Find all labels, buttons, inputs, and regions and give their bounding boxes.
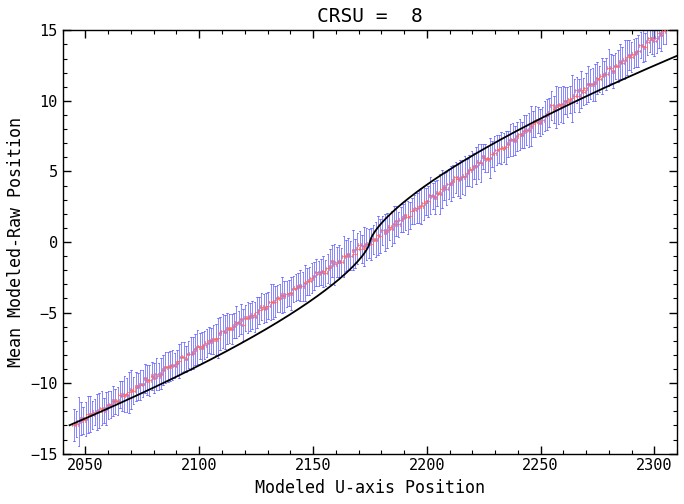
- Title: CRSU =  8: CRSU = 8: [317, 7, 423, 26]
- X-axis label: Modeled U-axis Position: Modeled U-axis Position: [255, 479, 485, 497]
- Y-axis label: Mean Modeled-Raw Position: Mean Modeled-Raw Position: [7, 117, 25, 367]
